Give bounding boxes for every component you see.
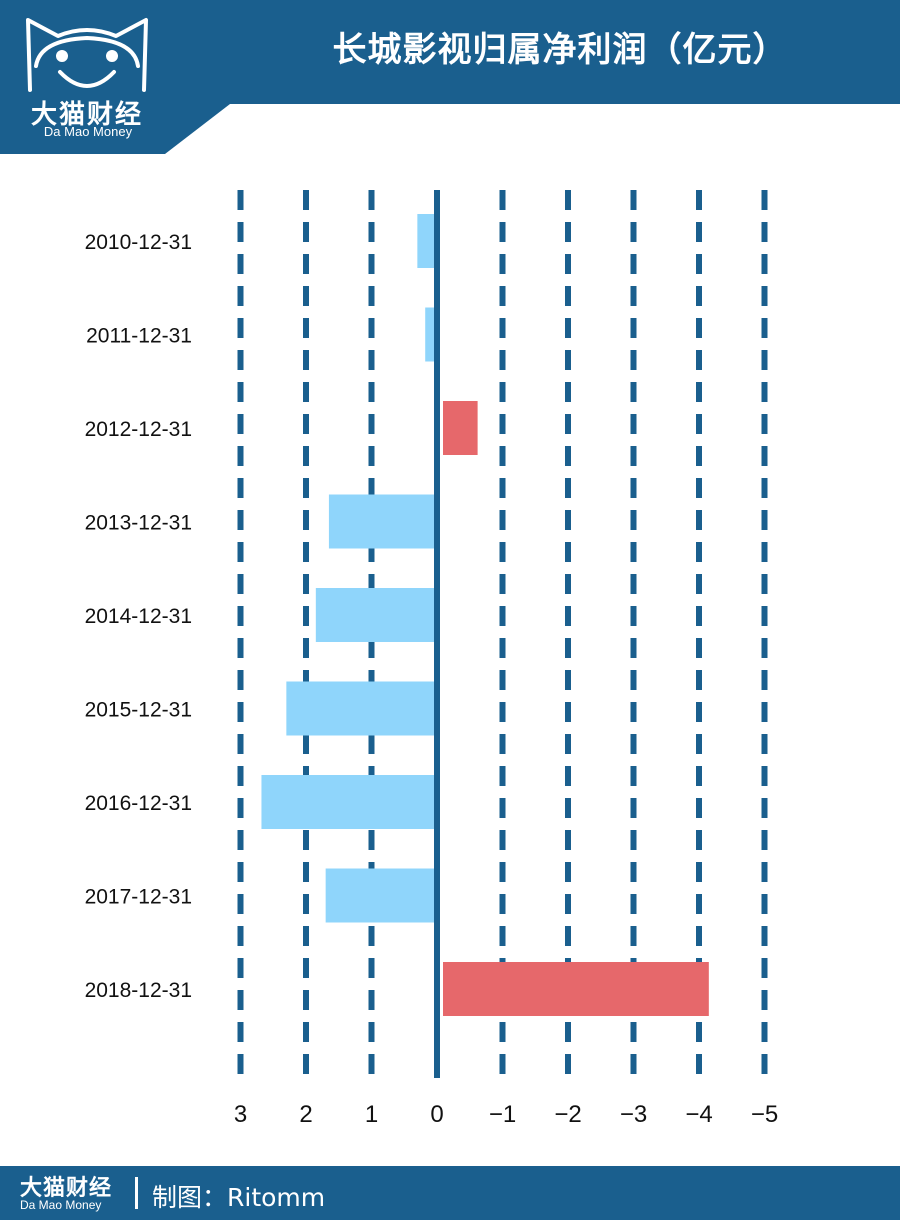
footer-brand-en: Da Mao Money [20, 1198, 102, 1212]
header-banner: 长城影视归属净利润（亿元） [0, 0, 900, 104]
cat-face-icon [26, 18, 148, 92]
category-label: 2014-12-31 [85, 605, 192, 628]
logo-name-en: Da Mao Money [43, 124, 133, 139]
x-tick-label: −5 [751, 1101, 778, 1128]
footer-brand-cn: 大猫财经 [20, 1176, 113, 1201]
bar-2010-12-31 [417, 214, 437, 268]
footer-credit: 制图：Ritomm [152, 1183, 326, 1212]
page-title: 长城影视归属净利润（亿元） [332, 30, 788, 70]
grid-lines [237, 190, 768, 1078]
bar-chart: 2010-12-31 2011-12-31 2012-12-31 2013-12-31… [85, 190, 778, 1128]
bar-2016-12-31 [261, 775, 437, 829]
category-label: 2016-12-31 [85, 792, 192, 815]
bar-2012-12-31 [443, 401, 478, 455]
category-label: 2012-12-31 [85, 418, 192, 441]
category-label: 2013-12-31 [85, 512, 192, 535]
category-label: 2018-12-31 [85, 979, 192, 1002]
x-tick-label: 3 [234, 1101, 247, 1128]
bar-2011-12-31 [425, 307, 437, 362]
footer-bar: 大猫财经 Da Mao Money 制图：Ritomm [0, 1166, 900, 1220]
x-tick-label: 2 [299, 1101, 312, 1128]
category-label: 2017-12-31 [85, 886, 192, 909]
category-label: 2010-12-31 [85, 231, 192, 254]
bars [261, 214, 709, 1016]
x-tick-label: 0 [430, 1101, 443, 1128]
x-tick-label: 1 [365, 1101, 378, 1128]
logo: 大猫财经 Da Mao Money [0, 0, 230, 154]
x-tick-label: −1 [489, 1101, 516, 1128]
category-label: 2011-12-31 [86, 325, 192, 348]
x-tick-label: −4 [685, 1101, 712, 1128]
bar-2014-12-31 [315, 588, 437, 642]
x-tick-label: −2 [554, 1101, 581, 1128]
tick-labels: 3 2 1 0 −1 −2 −3 −4 −5 [234, 1101, 778, 1128]
footer-divider [135, 1177, 138, 1209]
bar-2018-12-31 [443, 962, 709, 1016]
x-tick-label: −3 [620, 1101, 647, 1128]
bar-2017-12-31 [325, 868, 437, 923]
bar-2013-12-31 [328, 494, 437, 549]
logo-badge-shape [0, 18, 230, 154]
category-label: 2015-12-31 [85, 699, 192, 722]
category-labels: 2010-12-31 2011-12-31 2012-12-31 2013-12-31… [85, 231, 192, 1002]
logo-name-cn: 大猫财经 [30, 100, 143, 130]
bar-2015-12-31 [286, 681, 437, 736]
